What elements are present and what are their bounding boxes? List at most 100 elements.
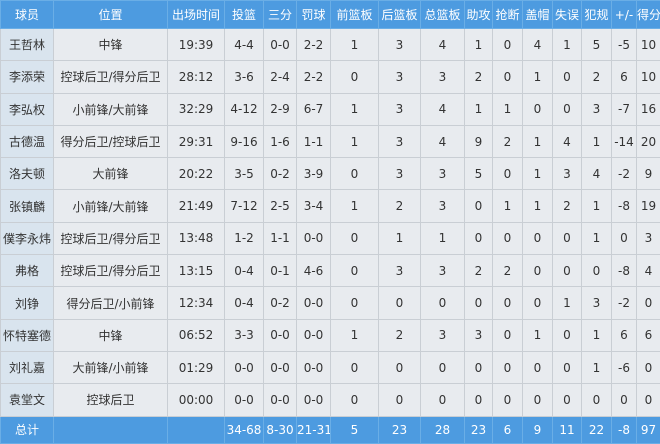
header-position[interactable]: 位置 (54, 1, 168, 29)
cell-pts: 3 (637, 222, 660, 254)
cell-player[interactable]: 古德温 (1, 125, 54, 157)
cell-player[interactable]: 李弘权 (1, 93, 54, 125)
header-tot-reb[interactable]: 总篮板 (421, 1, 465, 29)
header-ast[interactable]: 助攻 (465, 1, 493, 29)
cell-player[interactable]: 王哲林 (1, 29, 54, 61)
cell-pf: 2 (582, 61, 612, 93)
header-pf[interactable]: 犯规 (582, 1, 612, 29)
cell-plus-minus: 0 (612, 384, 637, 416)
cell-position: 中锋 (54, 29, 168, 61)
header-player[interactable]: 球员 (1, 1, 54, 29)
cell-position: 控球后卫/得分后卫 (54, 61, 168, 93)
cell-fg: 3-3 (225, 319, 264, 351)
cell-player[interactable]: 李添荣 (1, 61, 54, 93)
cell-pf: 3 (582, 93, 612, 125)
cell-stl: 0 (493, 29, 523, 61)
cell-fg: 0-4 (225, 255, 264, 287)
cell-blk: 1 (523, 125, 553, 157)
cell-ft: 3-4 (297, 190, 331, 222)
header-blk[interactable]: 盖帽 (523, 1, 553, 29)
cell-position: 小前锋/大前锋 (54, 93, 168, 125)
cell-minutes: 12:34 (168, 287, 225, 319)
cell-tot-reb: 3 (421, 319, 465, 351)
cell-pts: 0 (637, 351, 660, 383)
cell-def-reb: 3 (379, 158, 421, 190)
cell-tov: 4 (553, 125, 582, 157)
cell-pf: 1 (582, 190, 612, 222)
header-row: 球员位置出场时间投篮三分罚球前篮板后篮板总篮板助攻抢断盖帽失误犯规+/-得分 (1, 1, 660, 29)
cell-player[interactable]: 僕李永炜 (1, 222, 54, 254)
cell-fg: 3-5 (225, 158, 264, 190)
header-plus-minus[interactable]: +/- (612, 1, 637, 29)
cell-tov: 0 (553, 222, 582, 254)
cell-blk: 0 (523, 287, 553, 319)
cell-player[interactable]: 张镇麟 (1, 190, 54, 222)
cell-fg: 4-12 (225, 93, 264, 125)
cell-ft: 4-6 (297, 255, 331, 287)
total-position (54, 416, 168, 443)
cell-def-reb: 3 (379, 93, 421, 125)
cell-stl: 0 (493, 287, 523, 319)
cell-plus-minus: -7 (612, 93, 637, 125)
cell-three-pt: 1-6 (264, 125, 297, 157)
cell-stl: 2 (493, 125, 523, 157)
cell-blk: 0 (523, 255, 553, 287)
cell-blk: 0 (523, 384, 553, 416)
cell-tot-reb: 0 (421, 351, 465, 383)
cell-stl: 0 (493, 61, 523, 93)
cell-ast: 2 (465, 255, 493, 287)
cell-player[interactable]: 刘礼嘉 (1, 351, 54, 383)
cell-tov: 0 (553, 61, 582, 93)
cell-minutes: 13:15 (168, 255, 225, 287)
cell-plus-minus: 6 (612, 61, 637, 93)
cell-def-reb: 2 (379, 319, 421, 351)
cell-player[interactable]: 刘铮 (1, 287, 54, 319)
cell-pf: 3 (582, 287, 612, 319)
cell-tov: 1 (553, 29, 582, 61)
cell-def-reb: 1 (379, 222, 421, 254)
cell-player[interactable]: 袁堂文 (1, 384, 54, 416)
cell-pf: 1 (582, 351, 612, 383)
cell-ast: 0 (465, 287, 493, 319)
header-pts[interactable]: 得分 (637, 1, 660, 29)
cell-plus-minus: 6 (612, 319, 637, 351)
cell-player[interactable]: 弗格 (1, 255, 54, 287)
header-def-reb[interactable]: 后篮板 (379, 1, 421, 29)
cell-def-reb: 0 (379, 384, 421, 416)
cell-position: 得分后卫/小前锋 (54, 287, 168, 319)
cell-minutes: 13:48 (168, 222, 225, 254)
cell-player[interactable]: 洛夫顿 (1, 158, 54, 190)
cell-three-pt: 0-2 (264, 158, 297, 190)
cell-tot-reb: 0 (421, 287, 465, 319)
header-ft[interactable]: 罚球 (297, 1, 331, 29)
cell-def-reb: 3 (379, 61, 421, 93)
cell-ast: 0 (465, 351, 493, 383)
header-three-pt[interactable]: 三分 (264, 1, 297, 29)
cell-plus-minus: -2 (612, 287, 637, 319)
cell-plus-minus: -6 (612, 351, 637, 383)
total-fg: 34-68 (225, 416, 264, 443)
header-fg[interactable]: 投篮 (225, 1, 264, 29)
header-stl[interactable]: 抢断 (493, 1, 523, 29)
cell-ast: 3 (465, 319, 493, 351)
cell-blk: 1 (523, 319, 553, 351)
cell-plus-minus: -14 (612, 125, 637, 157)
cell-def-reb: 0 (379, 287, 421, 319)
cell-pts: 10 (637, 29, 660, 61)
cell-blk: 1 (523, 158, 553, 190)
header-tov[interactable]: 失误 (553, 1, 582, 29)
total-ast: 23 (465, 416, 493, 443)
cell-ft: 2-2 (297, 61, 331, 93)
cell-ast: 0 (465, 190, 493, 222)
header-minutes[interactable]: 出场时间 (168, 1, 225, 29)
cell-three-pt: 0-0 (264, 384, 297, 416)
header-off-reb[interactable]: 前篮板 (331, 1, 379, 29)
cell-player[interactable]: 怀特塞德 (1, 319, 54, 351)
